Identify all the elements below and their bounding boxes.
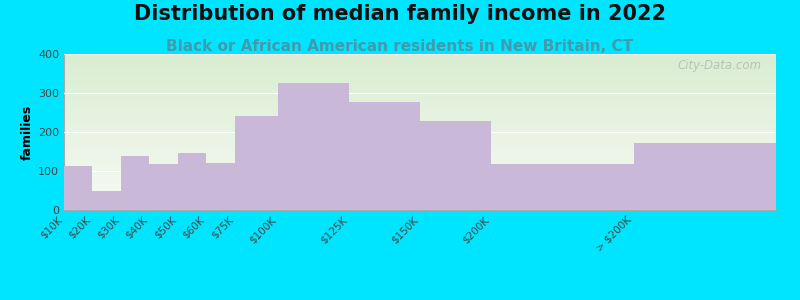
Y-axis label: families: families xyxy=(21,104,34,160)
Bar xyxy=(64,166,93,210)
Bar xyxy=(235,116,278,210)
Bar xyxy=(121,156,150,210)
Bar xyxy=(178,153,206,210)
Bar xyxy=(150,164,178,210)
Bar xyxy=(491,164,634,210)
Bar xyxy=(93,190,121,210)
Bar xyxy=(206,163,235,210)
Text: City-Data.com: City-Data.com xyxy=(678,59,762,72)
Bar xyxy=(420,121,491,210)
Bar xyxy=(349,102,420,210)
Bar xyxy=(634,143,776,210)
Bar xyxy=(278,83,349,210)
Text: Black or African American residents in New Britain, CT: Black or African American residents in N… xyxy=(166,39,634,54)
Text: Distribution of median family income in 2022: Distribution of median family income in … xyxy=(134,4,666,25)
